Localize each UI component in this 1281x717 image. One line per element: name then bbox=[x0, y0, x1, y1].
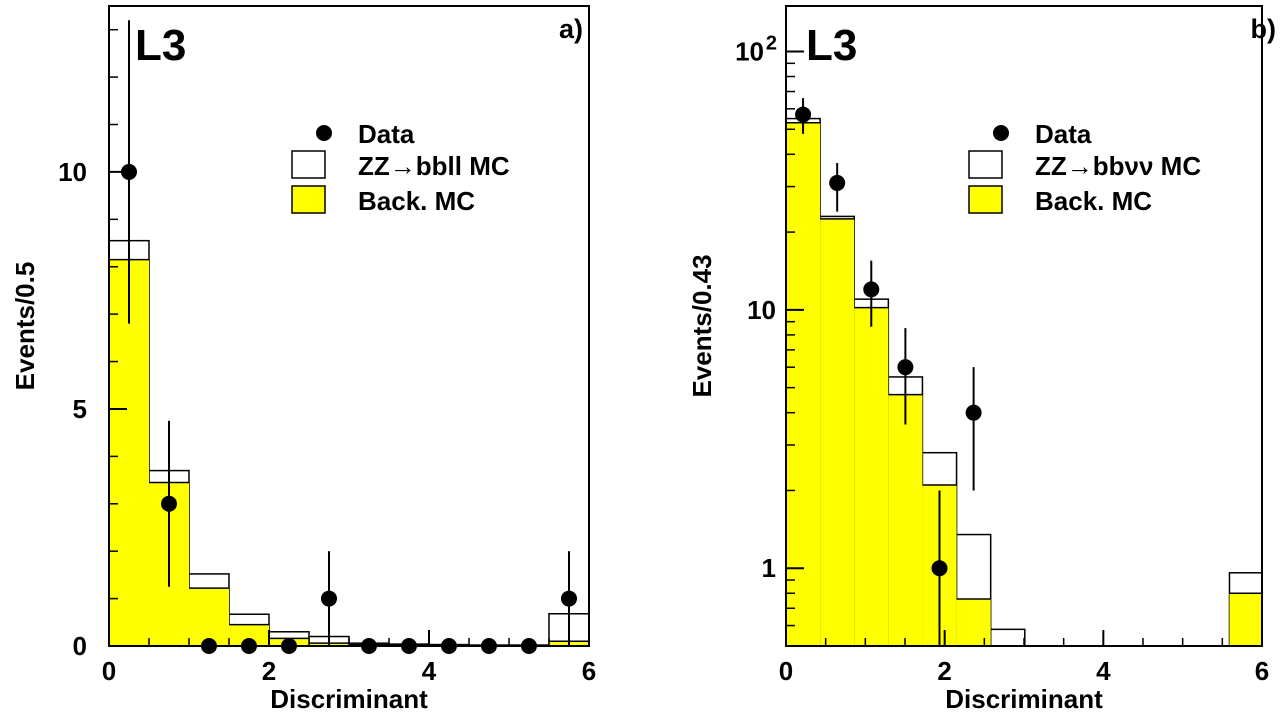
background-bar bbox=[956, 599, 991, 646]
panel-label: b) bbox=[1251, 14, 1276, 44]
data-point bbox=[121, 163, 137, 180]
y-axis-label: Events/0.43 bbox=[687, 254, 717, 397]
x-tick-label: 2 bbox=[262, 656, 276, 686]
x-tick-label: 0 bbox=[102, 656, 116, 686]
y-tick-exponent: 2 bbox=[766, 32, 777, 54]
background-bar bbox=[820, 218, 855, 646]
background-bar bbox=[786, 122, 821, 646]
data-point bbox=[561, 590, 577, 607]
legend-signal-label: ZZ→bbll MC bbox=[358, 151, 510, 181]
x-tick-label: 2 bbox=[937, 656, 951, 686]
background-bar bbox=[109, 259, 149, 646]
data-point bbox=[321, 590, 337, 607]
y-tick-label: 10 bbox=[735, 36, 764, 66]
legend-signal-label: ZZ→bbνν MC bbox=[1035, 151, 1201, 181]
legend-data-label: Data bbox=[1035, 119, 1092, 149]
legend-background-swatch bbox=[968, 185, 1003, 214]
experiment-label: L3 bbox=[806, 21, 857, 70]
legend: Data ZZ→bbll MC Back. MC bbox=[291, 119, 510, 216]
legend-data-marker bbox=[993, 125, 1009, 141]
legend-background-label: Back. MC bbox=[358, 186, 475, 216]
data-point bbox=[897, 359, 914, 376]
data-point bbox=[931, 560, 948, 577]
background-bar bbox=[189, 588, 229, 646]
signal-bar bbox=[989, 628, 1026, 647]
data-point bbox=[829, 174, 846, 191]
y-tick-label: 5 bbox=[73, 394, 87, 424]
experiment-label: L3 bbox=[135, 21, 186, 70]
legend: Data ZZ→bbνν MC Back. MC bbox=[968, 119, 1201, 216]
background-bar bbox=[229, 624, 269, 646]
x-tick-label: 4 bbox=[1096, 656, 1111, 686]
background-bar bbox=[854, 307, 889, 646]
legend-background-swatch bbox=[291, 185, 326, 214]
panel-label: a) bbox=[559, 14, 583, 44]
data-point bbox=[161, 495, 177, 512]
legend-background-label: Back. MC bbox=[1035, 186, 1152, 216]
x-axis-label: Discriminant bbox=[270, 684, 428, 714]
background-bar bbox=[1229, 593, 1262, 646]
panel-a: 0 2 4 6 0 5 10 L3 a) Discriminant Events/0.5 D… bbox=[10, 5, 596, 714]
y-tick-label: 10 bbox=[747, 295, 776, 325]
x-tick-label: 6 bbox=[582, 656, 596, 686]
legend-signal-swatch bbox=[968, 150, 1003, 179]
data-point bbox=[795, 106, 812, 123]
y-tick-label: 1 bbox=[762, 553, 776, 583]
y-axis-label: Events/0.5 bbox=[10, 262, 40, 391]
y-tick-label: 10 bbox=[58, 157, 87, 187]
background-bar bbox=[888, 394, 923, 646]
legend-signal-swatch bbox=[291, 150, 326, 179]
x-tick-label: 0 bbox=[779, 656, 793, 686]
x-tick-label: 6 bbox=[1255, 656, 1269, 686]
x-tick-label: 4 bbox=[422, 656, 437, 686]
data-point bbox=[965, 404, 982, 421]
data-point bbox=[863, 281, 880, 298]
legend-data-marker bbox=[316, 125, 332, 141]
y-tick-label: 0 bbox=[73, 631, 87, 661]
x-axis-label: Discriminant bbox=[945, 684, 1103, 714]
legend-data-label: Data bbox=[358, 119, 415, 149]
